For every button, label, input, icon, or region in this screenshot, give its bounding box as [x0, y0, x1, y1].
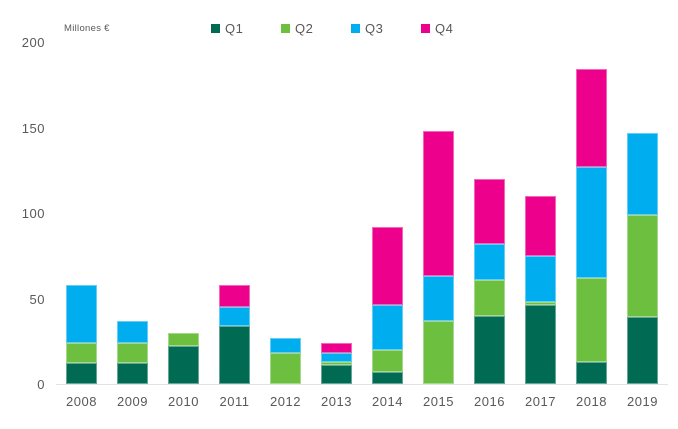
- bar-2012-q3-segment: [270, 337, 301, 354]
- bar-2015-q2-segment: [423, 320, 454, 384]
- bar-2016: [474, 178, 505, 384]
- bar-2008: [66, 284, 97, 384]
- y-axis: 0 50 100 150 200: [0, 35, 45, 392]
- bar-slot-2010: [158, 43, 209, 384]
- bar-2018-q4-segment: [576, 69, 607, 167]
- bar-slot-2017: [515, 43, 566, 384]
- y-tick-0: 0: [37, 377, 45, 392]
- x-label-2010: 2010: [168, 394, 199, 409]
- bar-2009-q3-segment: [117, 320, 148, 343]
- legend: Q1 Q2 Q3 Q4: [211, 21, 491, 36]
- bar-2008-q2-segment: [66, 342, 97, 364]
- bar-2014: [372, 226, 403, 384]
- bar-slot-2016: [464, 43, 515, 384]
- y-tick-50: 50: [29, 291, 45, 307]
- bar-2010-q1-segment: [168, 346, 199, 384]
- legend-item-q2: Q2: [281, 21, 351, 36]
- bar-2013-q2-segment: [321, 361, 352, 366]
- bar-2011-q4-segment: [219, 284, 250, 308]
- bar-2010: [168, 332, 199, 384]
- x-label-2014: 2014: [372, 394, 403, 409]
- legend-item-q4: Q4: [421, 21, 491, 36]
- bar-2013-q4-segment: [321, 343, 352, 354]
- bar-2017: [525, 195, 556, 384]
- bar-2017-q2-segment: [525, 301, 556, 306]
- bar-2008-q1-segment: [66, 363, 97, 384]
- bar-slot-2018: [566, 43, 617, 384]
- bars-row: [56, 43, 668, 384]
- y-tick-100: 100: [21, 206, 45, 221]
- bar-2011: [219, 284, 250, 384]
- legend-label-q4: Q4: [435, 21, 454, 36]
- bar-2011-q1-segment: [219, 325, 250, 384]
- bar-2012-q2-segment: [270, 353, 301, 384]
- bar-2015-q4-segment: [423, 130, 454, 277]
- bar-2016-q1-segment: [474, 315, 505, 384]
- bar-2018: [576, 69, 607, 384]
- legend-label-q1: Q1: [225, 21, 244, 36]
- bar-2016-q2-segment: [474, 279, 505, 316]
- x-label-2016: 2016: [474, 394, 505, 409]
- bar-2014-q4-segment: [372, 226, 403, 306]
- x-label-2015: 2015: [423, 394, 454, 409]
- legend-item-q1: Q1: [211, 21, 281, 36]
- bar-slot-2015: [413, 43, 464, 384]
- bar-2013: [321, 343, 352, 384]
- bar-2019-q2-segment: [627, 214, 658, 318]
- x-label-2011: 2011: [219, 394, 250, 409]
- bar-2014-q1-segment: [372, 372, 403, 384]
- bar-2019: [627, 132, 658, 384]
- bar-slot-2011: [209, 43, 260, 384]
- x-label-2012: 2012: [270, 394, 301, 409]
- x-label-2018: 2018: [576, 394, 607, 409]
- bar-slot-2019: [617, 43, 668, 384]
- bar-2010-q2-segment: [168, 332, 199, 347]
- legend-label-q2: Q2: [295, 21, 314, 36]
- units-label: Millones €: [64, 23, 110, 34]
- bar-2011-q3-segment: [219, 307, 250, 326]
- y-tick-200: 200: [21, 35, 45, 50]
- x-label-2009: 2009: [117, 394, 148, 409]
- bar-2018-q2-segment: [576, 278, 607, 362]
- bar-slot-2008: [56, 43, 107, 384]
- bar-2018-q3-segment: [576, 166, 607, 278]
- bar-2015-q3-segment: [423, 276, 454, 321]
- x-label-2008: 2008: [66, 394, 97, 409]
- bar-2016-q3-segment: [474, 243, 505, 280]
- bar-2009: [117, 320, 148, 384]
- plot-area: [56, 43, 668, 385]
- x-label-2019: 2019: [627, 394, 658, 409]
- bar-2008-q3-segment: [66, 284, 97, 343]
- bar-slot-2014: [362, 43, 413, 384]
- bar-2014-q2-segment: [372, 349, 403, 373]
- q3-swatch-icon: [351, 24, 360, 33]
- bar-2009-q2-segment: [117, 342, 148, 364]
- legend-label-q3: Q3: [365, 21, 384, 36]
- y-tick-150: 150: [21, 120, 45, 136]
- bar-2015: [423, 130, 454, 384]
- q2-swatch-icon: [281, 24, 290, 33]
- bar-2018-q1-segment: [576, 361, 607, 384]
- q1-swatch-icon: [211, 24, 220, 33]
- bar-2014-q3-segment: [372, 305, 403, 350]
- bar-slot-2012: [260, 43, 311, 384]
- bar-2009-q1-segment: [117, 363, 148, 384]
- bar-2013-q1-segment: [321, 365, 352, 384]
- bar-2017-q1-segment: [525, 305, 556, 384]
- x-label-2013: 2013: [321, 394, 352, 409]
- bar-slot-2009: [107, 43, 158, 384]
- bar-2012: [270, 337, 301, 384]
- bar-slot-2013: [311, 43, 362, 384]
- x-label-2017: 2017: [525, 394, 556, 409]
- bar-2019-q1-segment: [627, 317, 658, 384]
- bar-2019-q3-segment: [627, 132, 658, 215]
- bar-2017-q3-segment: [525, 255, 556, 302]
- x-axis: 2008 2009 2010 2011 2012 2013 2014 2015 2016 2017…: [56, 394, 668, 409]
- legend-item-q3: Q3: [351, 21, 421, 36]
- bar-2017-q4-segment: [525, 195, 556, 256]
- bar-2016-q4-segment: [474, 178, 505, 244]
- bar-2013-q3-segment: [321, 353, 352, 362]
- q4-swatch-icon: [421, 24, 430, 33]
